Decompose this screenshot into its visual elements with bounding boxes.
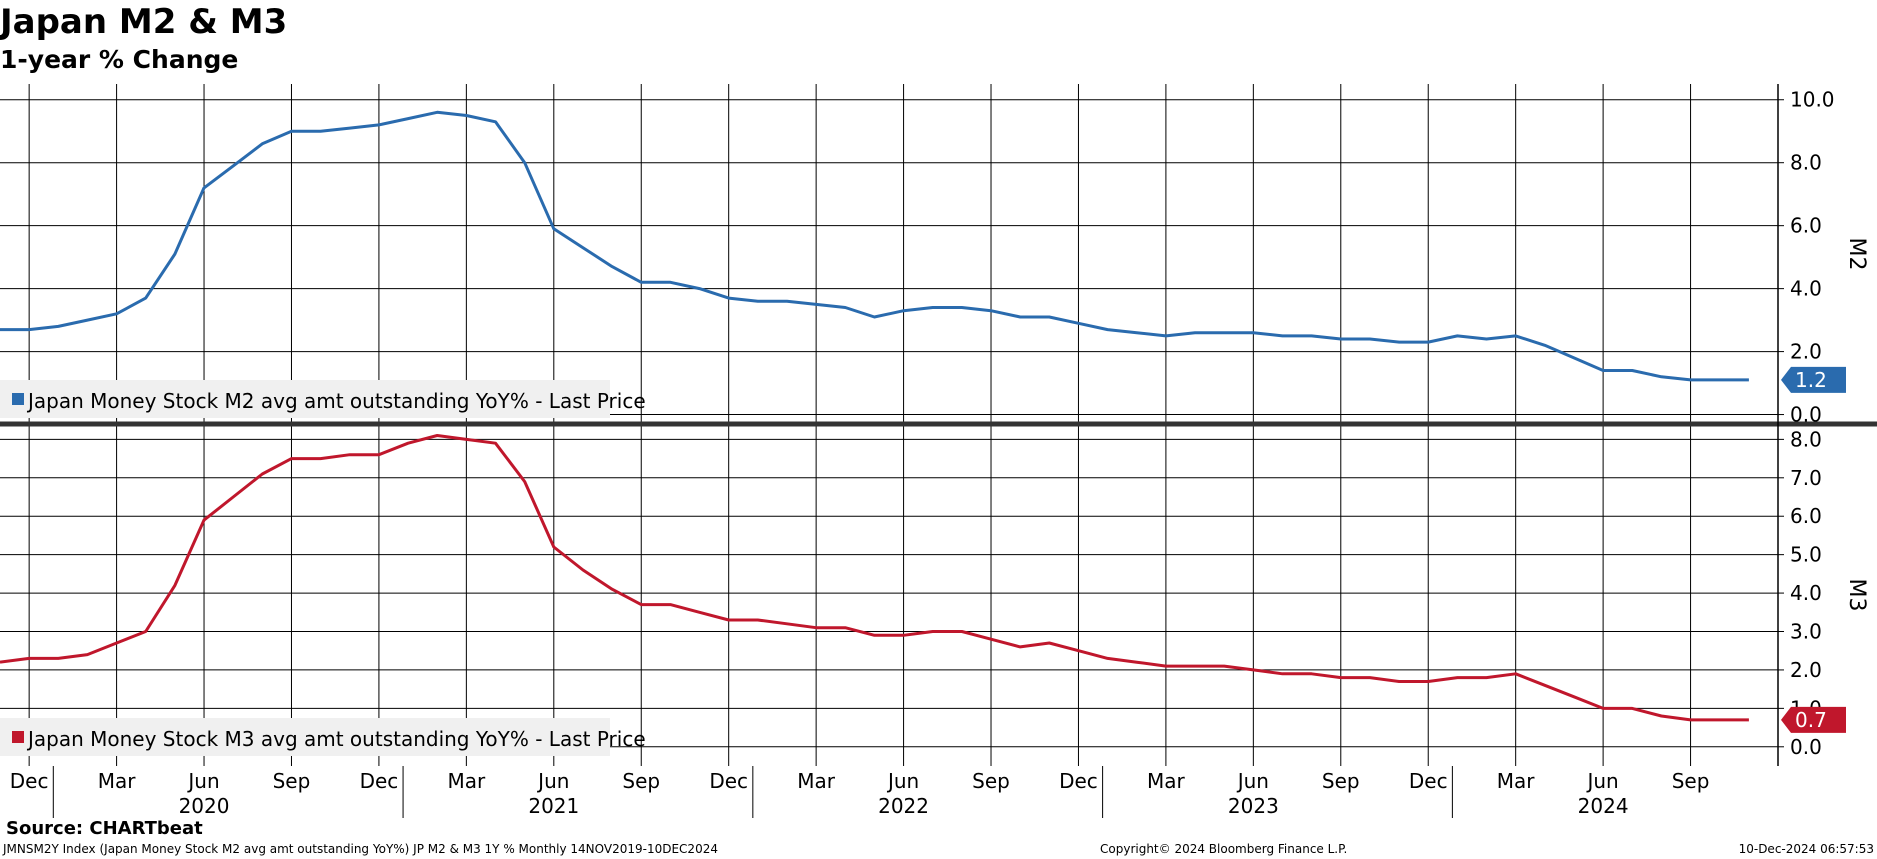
y-tick-label: 4.0 <box>1790 581 1822 605</box>
y-tick-label: 0.0 <box>1790 403 1822 427</box>
m2-legend-box <box>0 380 610 418</box>
y-tick-label: 0.0 <box>1790 735 1822 759</box>
series-description: JMNSM2Y Index (Japan Money Stock M2 avg … <box>3 842 718 856</box>
m2-legend-swatch <box>12 393 24 405</box>
x-month-label: Jun <box>1236 769 1269 793</box>
m3-series-line <box>0 434 1749 722</box>
m2-axis-title: M2 <box>1844 238 1869 271</box>
y-tick-label: 8.0 <box>1790 427 1822 451</box>
y-tick-label: 6.0 <box>1790 214 1822 238</box>
y-tick-label: 5.0 <box>1790 543 1822 567</box>
m3-last-value-badge <box>1781 706 1846 733</box>
y-tick-label: 2.0 <box>1790 340 1822 364</box>
y-tick-label: 10.0 <box>1790 88 1835 112</box>
m2-legend-label: Japan Money Stock M2 avg amt outstanding… <box>26 389 646 413</box>
y-tick-label: 7.0 <box>1790 466 1822 490</box>
x-month-label: Sep <box>622 769 660 793</box>
chart-subtitle: 1-year % Change <box>0 45 239 74</box>
source-note: Source: CHARTbeat <box>6 818 203 839</box>
x-year-label: 2024 <box>1578 794 1629 818</box>
y-tick-label: 4.0 <box>1790 277 1822 301</box>
grid-lines <box>0 84 1877 766</box>
y-tick-label: 2.0 <box>1790 658 1822 682</box>
m3-legend-label: Japan Money Stock M3 avg amt outstanding… <box>26 727 646 751</box>
m3-legend-box <box>0 718 610 756</box>
x-year-label: 2023 <box>1228 794 1279 818</box>
y-tick-label: 6.0 <box>1790 504 1822 528</box>
x-month-label: Dec <box>10 769 49 793</box>
x-month-label: Sep <box>1672 769 1710 793</box>
x-axis: Dec Mar Jun Sep Dec Mar Jun Sep Dec Mar Jun Sep Dec M… <box>10 766 1710 818</box>
y-tick-label: 3.0 <box>1790 620 1822 644</box>
m2-last-value-label: 1.2 <box>1795 368 1827 392</box>
copyright-note: Copyright© 2024 Bloomberg Finance L.P. <box>1100 842 1348 856</box>
x-month-label: Sep <box>273 769 311 793</box>
x-month-label: Dec <box>709 769 748 793</box>
x-month-label: Sep <box>972 769 1010 793</box>
x-month-label: Dec <box>1059 769 1098 793</box>
x-year-label: 2022 <box>878 794 929 818</box>
x-month-label: Mar <box>1497 769 1536 793</box>
m2-series-line <box>0 110 1749 382</box>
chart-title: Japan M2 & M3 <box>0 2 288 42</box>
x-month-label: Mar <box>447 769 486 793</box>
timestamp: 10-Dec-2024 06:57:53 <box>1738 842 1874 856</box>
x-month-label: Jun <box>886 769 919 793</box>
m3-last-value-label: 0.7 <box>1795 708 1827 732</box>
x-month-label: Dec <box>1409 769 1448 793</box>
m3-legend-swatch <box>12 731 24 743</box>
x-month-label: Mar <box>1147 769 1186 793</box>
x-month-label: Sep <box>1322 769 1360 793</box>
m2-last-value-badge <box>1781 366 1846 393</box>
x-month-label: Jun <box>1585 769 1618 793</box>
x-month-label: Dec <box>360 769 399 793</box>
x-month-label: Mar <box>797 769 836 793</box>
x-year-label: 2020 <box>179 794 230 818</box>
m2-panel: 0.0 2.0 4.0 6.0 8.0 10.0 1.2 M2 Japan Money Stoc… <box>0 84 1869 427</box>
y-tick-label: 8.0 <box>1790 151 1822 175</box>
x-month-label: Jun <box>536 769 569 793</box>
x-month-label: Mar <box>98 769 137 793</box>
x-month-label: Jun <box>186 769 219 793</box>
x-year-label: 2021 <box>528 794 579 818</box>
m3-axis-title: M3 <box>1844 579 1869 612</box>
